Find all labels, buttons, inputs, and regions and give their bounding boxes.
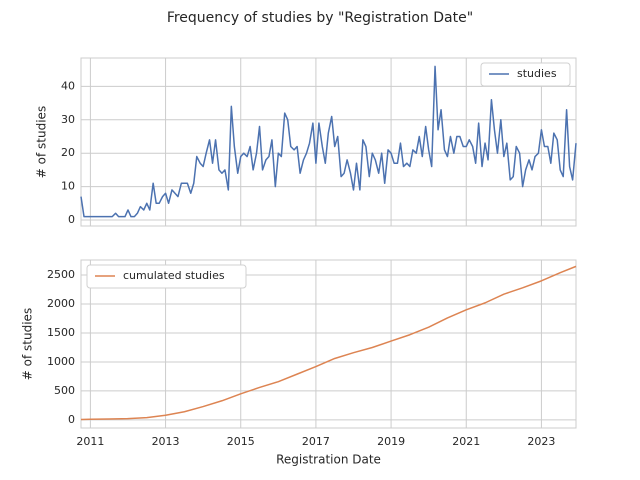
x-tick-label: 2011 [76, 435, 104, 448]
legend: cumulated studies [86, 264, 247, 289]
y-tick-label: 0 [68, 413, 75, 426]
y-tick-label: 40 [61, 79, 75, 92]
y-tick-label: 2500 [47, 268, 75, 281]
y-tick-label: 30 [61, 113, 75, 126]
figure-title: Frequency of studies by "Registration Da… [167, 10, 473, 26]
y-tick-label: 20 [61, 146, 75, 159]
x-tick-label: 2013 [152, 435, 180, 448]
data-line [80, 65, 577, 218]
axes-frame [80, 259, 577, 429]
legend: studies [480, 62, 571, 87]
y-tick-label: 1000 [47, 355, 75, 368]
x-tick-label: 2019 [377, 435, 405, 448]
y-tick-label: 500 [54, 384, 75, 397]
axes-frame [80, 57, 577, 227]
y-tick-label: 1500 [47, 326, 75, 339]
x-tick-label: 2021 [452, 435, 480, 448]
y-tick-label: 0 [68, 213, 75, 226]
legend-box [480, 62, 571, 87]
y-axis-label: # of studies [21, 308, 35, 380]
x-tick-label: 2023 [527, 435, 555, 448]
legend-label: studies [517, 67, 557, 80]
data-line [80, 265, 577, 421]
legend-box [86, 264, 247, 289]
x-tick-label: 2015 [227, 435, 255, 448]
x-tick-label: 2017 [302, 435, 330, 448]
y-tick-label: 10 [61, 180, 75, 193]
y-tick-label: 2000 [47, 297, 75, 310]
y-axis-label: # of studies [35, 106, 49, 178]
x-axis-label: Registration Date [276, 453, 381, 467]
legend-label: cumulated studies [123, 269, 225, 282]
